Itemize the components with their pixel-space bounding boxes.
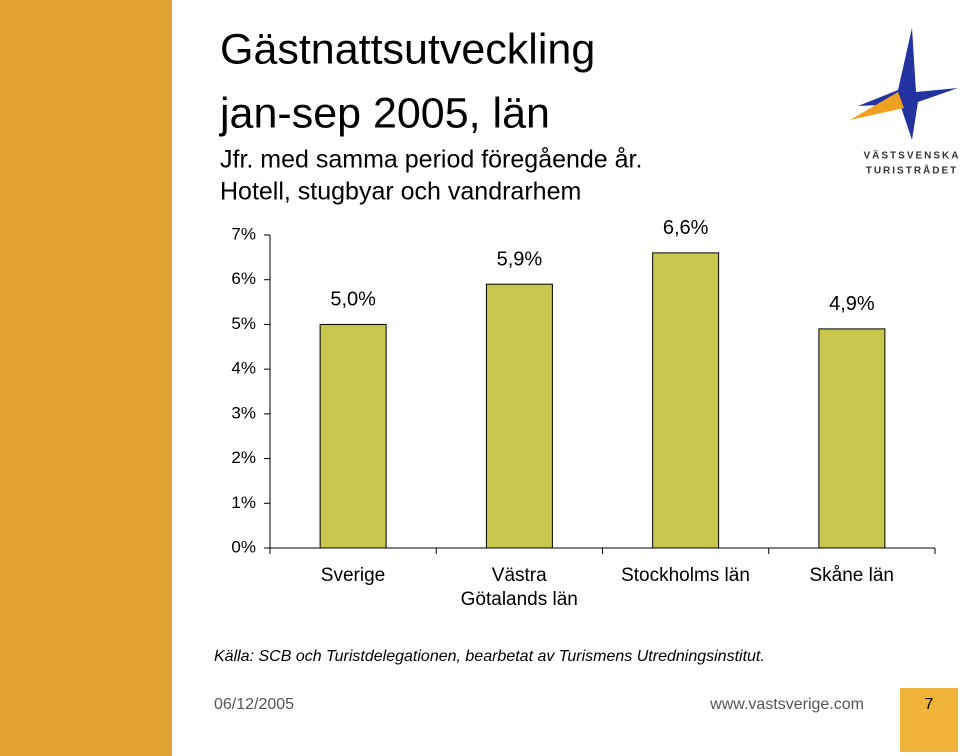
note: Hotell, stugbyar och vandrarhem — [220, 178, 581, 206]
logo-text: VÄSTSVENSKA — [863, 149, 960, 162]
y-tick-label: 2% — [231, 448, 256, 467]
x-tick-label: Stockholms län — [621, 565, 750, 586]
note: Jfr. med samma period föregående år. — [220, 146, 642, 174]
source: Källa: SCB och Turistdelegationen, bearb… — [214, 648, 765, 665]
value-label: 5,0% — [330, 289, 376, 311]
bar — [818, 328, 886, 549]
bar — [652, 252, 720, 549]
y-tick-label: 5% — [231, 314, 256, 333]
value-label: 4,9% — [829, 293, 875, 315]
y-tick-label: 4% — [231, 359, 256, 378]
page-number: 7 — [925, 696, 934, 713]
x-tick-label: Sverige — [320, 565, 386, 586]
bar — [485, 283, 553, 549]
y-tick-label: 3% — [231, 403, 256, 422]
x-tick-label: Västra Götalands län — [460, 565, 578, 610]
chart-subtitle: jan-sep 2005, län — [218, 89, 550, 137]
x-tick-label: Skåne län — [809, 565, 894, 586]
y-tick-label: 1% — [231, 493, 256, 512]
page-box — [900, 688, 958, 752]
logo: VÄSTSVENSKA TURISTRÅDET — [850, 28, 960, 177]
footer-url: www.vastsverige.com — [709, 696, 864, 713]
footer-date: 06/12/2005 — [214, 696, 294, 713]
chart-title: Gästnattsutveckling — [220, 25, 595, 73]
y-tick-label: 0% — [231, 537, 256, 556]
y-tick-label: 7% — [231, 224, 256, 243]
side-strip — [0, 0, 172, 756]
y-tick-label: 6% — [231, 269, 256, 288]
logo-wedge — [850, 92, 904, 120]
logo-text: TURISTRÅDET — [866, 164, 959, 177]
bar — [319, 323, 387, 549]
value-label: 5,9% — [497, 248, 543, 270]
logo-star — [858, 28, 958, 140]
value-label: 6,6% — [663, 217, 709, 239]
